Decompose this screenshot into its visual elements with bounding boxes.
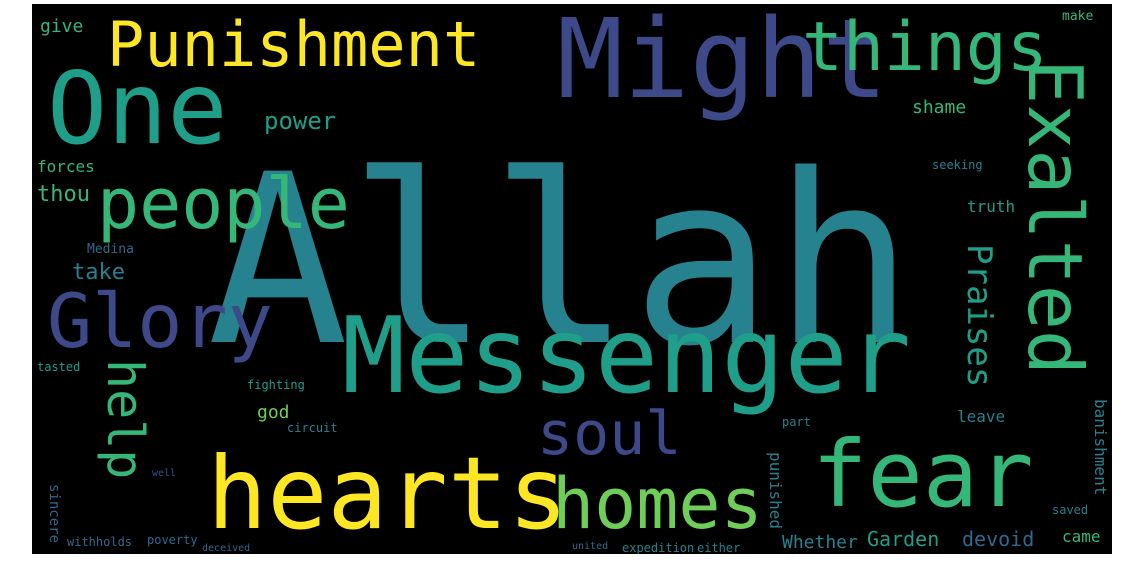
cloud-word: homes [552,463,763,545]
cloud-word: Garden [867,527,940,551]
cloud-word: truth [967,197,1016,216]
cloud-word: Whether [782,532,858,553]
cloud-word: expedition [622,541,695,554]
cloud-word: leave [957,407,1006,426]
word-cloud: Allah Messenger hearts fear Might One Exalted h… [32,4,1112,554]
cloud-word: Might [557,4,889,123]
cloud-word: circuit [287,421,338,435]
cloud-word: banishment [1091,399,1110,496]
cloud-word: thou [37,182,90,207]
cloud-word: soul [537,399,682,469]
cloud-word: Praises [959,244,999,388]
cloud-word: poverty [147,533,198,547]
cloud-word: help [96,359,154,480]
cloud-word: Exalted [1011,59,1099,376]
cloud-word: give [40,16,84,37]
cloud-word: Punishment [107,8,481,81]
cloud-word: well [152,468,177,479]
cloud-word: Allah [207,125,915,398]
cloud-word: shame [912,97,967,118]
cloud-word: withholds [67,535,133,549]
cloud-word: united [572,541,609,552]
cloud-word: One [47,50,228,167]
cloud-word: fear [812,421,1034,528]
cloud-word: power [264,107,337,135]
cloud-word: hearts [207,435,569,552]
cloud-word: punished [766,452,785,530]
cloud-word: Medina [87,242,134,257]
cloud-word: Glory [47,277,273,365]
cloud-word: came [1062,527,1101,546]
cloud-word: people [97,163,350,245]
cloud-word: seeking [932,158,983,172]
cloud-word: forces [37,157,95,176]
cloud-word: fighting [247,378,305,392]
cloud-word: either [697,541,741,554]
cloud-word: saved [1052,503,1089,517]
cloud-word: tasted [37,360,81,374]
cloud-word: god [257,402,290,423]
cloud-word: Messenger [342,295,911,417]
cloud-word: devoid [962,527,1035,551]
cloud-word: take [72,260,125,285]
cloud-word: make [1062,9,1094,24]
cloud-word: part [782,415,811,429]
cloud-word: things [802,8,1048,87]
cloud-word: deceived [202,543,251,554]
cloud-word: sincere [46,484,62,544]
